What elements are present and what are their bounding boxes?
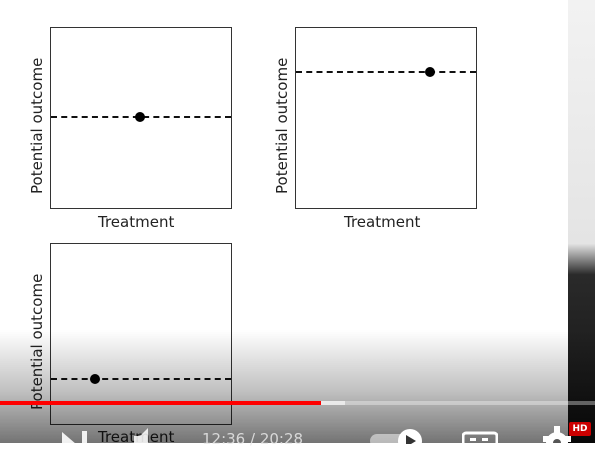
- panel-1-xlabel: Treatment: [98, 213, 174, 231]
- autoplay-toggle-icon: [370, 428, 428, 444]
- progress-bar[interactable]: [0, 401, 595, 405]
- outcome-point-2: [425, 67, 435, 77]
- time-display: 12:36 / 20:28: [202, 430, 303, 448]
- outcome-line-2: [296, 71, 476, 73]
- subtitles-button[interactable]: [462, 430, 498, 444]
- controls-gradient: [0, 330, 595, 443]
- outcome-point-1: [135, 112, 145, 122]
- volume-icon: [132, 426, 156, 444]
- progress-played: [0, 401, 321, 405]
- plot-panel-2: [295, 27, 477, 209]
- next-track-icon: [60, 428, 92, 444]
- panel-1-ylabel: Potential outcome: [28, 58, 46, 194]
- panel-2-ylabel: Potential outcome: [273, 58, 291, 194]
- next-button[interactable]: [60, 428, 92, 444]
- volume-button[interactable]: [132, 426, 156, 444]
- hd-badge: HD: [569, 422, 591, 436]
- autoplay-toggle[interactable]: [370, 428, 428, 444]
- panel-2-xlabel: Treatment: [344, 213, 420, 231]
